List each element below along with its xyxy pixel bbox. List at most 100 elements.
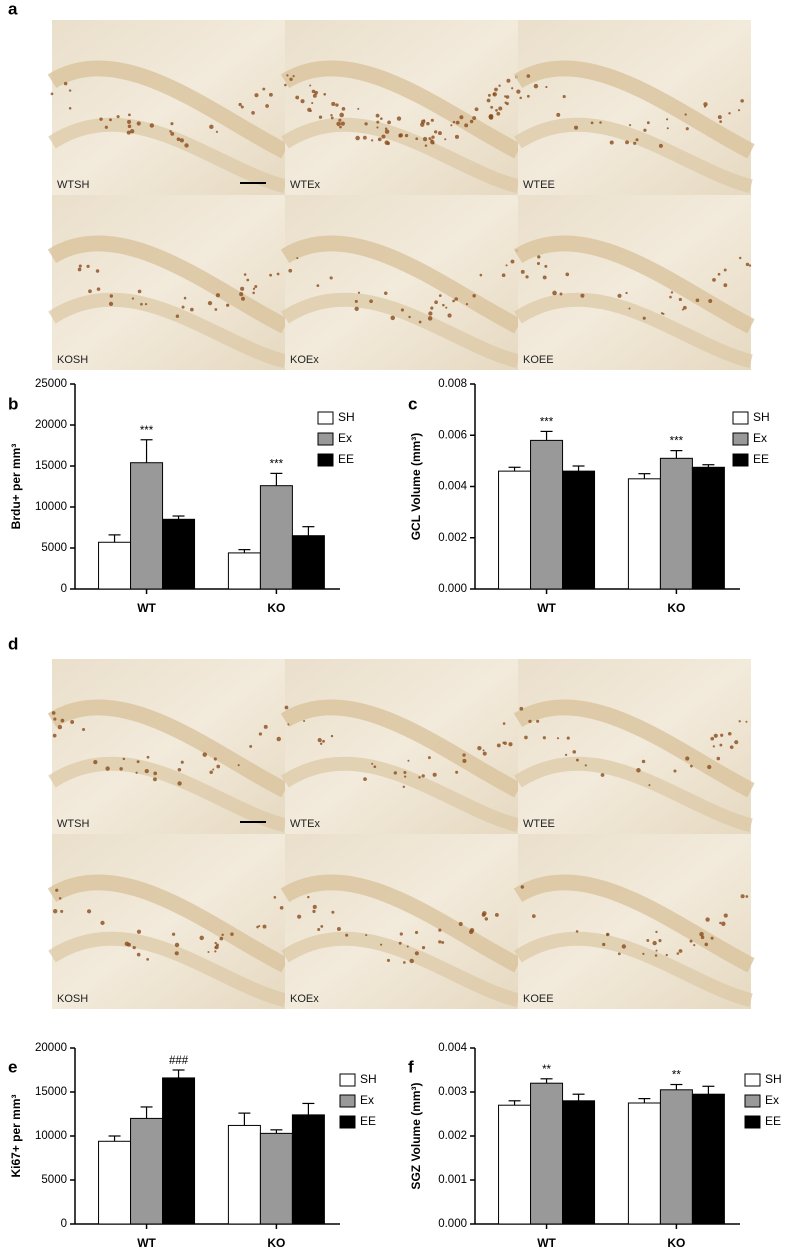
legend-swatch [339,1073,356,1087]
panel-letter: a [8,0,18,18]
stained-cell [170,131,175,136]
stained-cell [254,93,259,98]
stained-cell [52,733,57,738]
stained-cell [171,932,176,936]
bar [627,1102,661,1225]
stained-cell [646,939,650,942]
stained-cell [354,306,359,311]
stained-cell [184,143,189,148]
legend-label: EE [338,452,354,466]
stained-cell [209,124,214,130]
stained-cell [545,85,548,89]
stained-cell [734,740,739,745]
y-axis-label: Ki67+ per mm³ [9,1094,23,1177]
stained-cell [420,122,425,127]
y-tick-label: 25000 [35,378,67,390]
legend-label: EE [765,1114,781,1128]
x-tick-label: KO [267,601,285,615]
stained-cell [488,93,491,97]
stained-cell [403,961,406,964]
bar [291,535,325,590]
y-tick-label: 20000 [35,419,67,431]
stained-cell [262,87,266,91]
stained-cell [314,90,319,95]
stained-cell [438,940,442,944]
stained-cell [289,77,293,82]
stained-cell [119,767,123,771]
stained-cell [406,945,409,948]
stained-cell [339,125,342,129]
stained-cell [355,135,360,141]
stained-cell [421,946,426,950]
stained-cell [495,109,498,112]
stained-cell [748,264,752,267]
stained-cell [494,87,498,92]
legend-swatch [339,1115,356,1129]
stained-cell [525,275,529,279]
significance-mark: ### [169,1055,189,1067]
stained-cell [400,308,405,312]
legend-label: Ex [360,1093,374,1107]
stained-cell [386,958,391,962]
image-label: WTSH [57,179,89,191]
panel-letter: f [408,1057,414,1076]
stained-cell [505,264,508,267]
stained-cell [498,84,501,87]
stained-cell [403,770,407,774]
stained-cell [531,914,536,918]
stained-cell [504,101,507,104]
stained-cell [126,130,131,135]
stained-cell [488,113,494,119]
stained-cell [216,764,221,769]
legend-label: SH [753,410,770,424]
stained-cell [721,921,726,926]
bar [498,470,532,590]
bar [162,1077,196,1225]
stained-cell [717,272,721,276]
legend-swatch [744,1115,761,1129]
legend-label: SH [360,1072,377,1086]
stained-cell [96,287,101,291]
stained-cell [482,911,487,916]
stained-cell [53,717,57,721]
legend-label: EE [753,452,769,466]
stained-cell [641,759,646,764]
stained-cell [633,141,637,145]
stained-cell [109,294,114,298]
stained-cell [565,272,570,277]
bar [627,478,661,590]
stained-cell [430,306,434,310]
stained-cell [628,307,631,310]
stained-cell [492,92,496,96]
stained-cell [423,119,426,122]
stained-cell [482,749,485,752]
stained-cell [600,773,605,777]
stained-cell [393,771,397,775]
image-label: KOEx [290,354,319,366]
bar [659,457,693,590]
stained-cell [533,83,539,89]
stained-cell [384,291,388,295]
stained-cell [209,770,213,774]
stained-cell [490,105,494,109]
stained-cell [295,95,300,100]
stained-cell [665,953,668,957]
stained-cell [180,760,184,764]
y-tick-label: 0.003 [438,1086,467,1098]
stained-cell [450,124,453,127]
bar [498,1104,532,1225]
stained-cell [238,102,242,107]
y-tick-label: 0.000 [438,1218,467,1230]
stained-cell [573,125,579,130]
stained-cell [284,705,289,710]
stained-cell [717,115,722,120]
x-tick-label: KO [667,1236,685,1248]
stained-cell [136,929,142,934]
stained-cell [625,140,629,145]
stained-cell [575,758,579,762]
stained-cell [246,278,250,282]
stained-cell [262,924,267,929]
stained-cell [312,904,317,909]
stained-cell [432,772,437,777]
